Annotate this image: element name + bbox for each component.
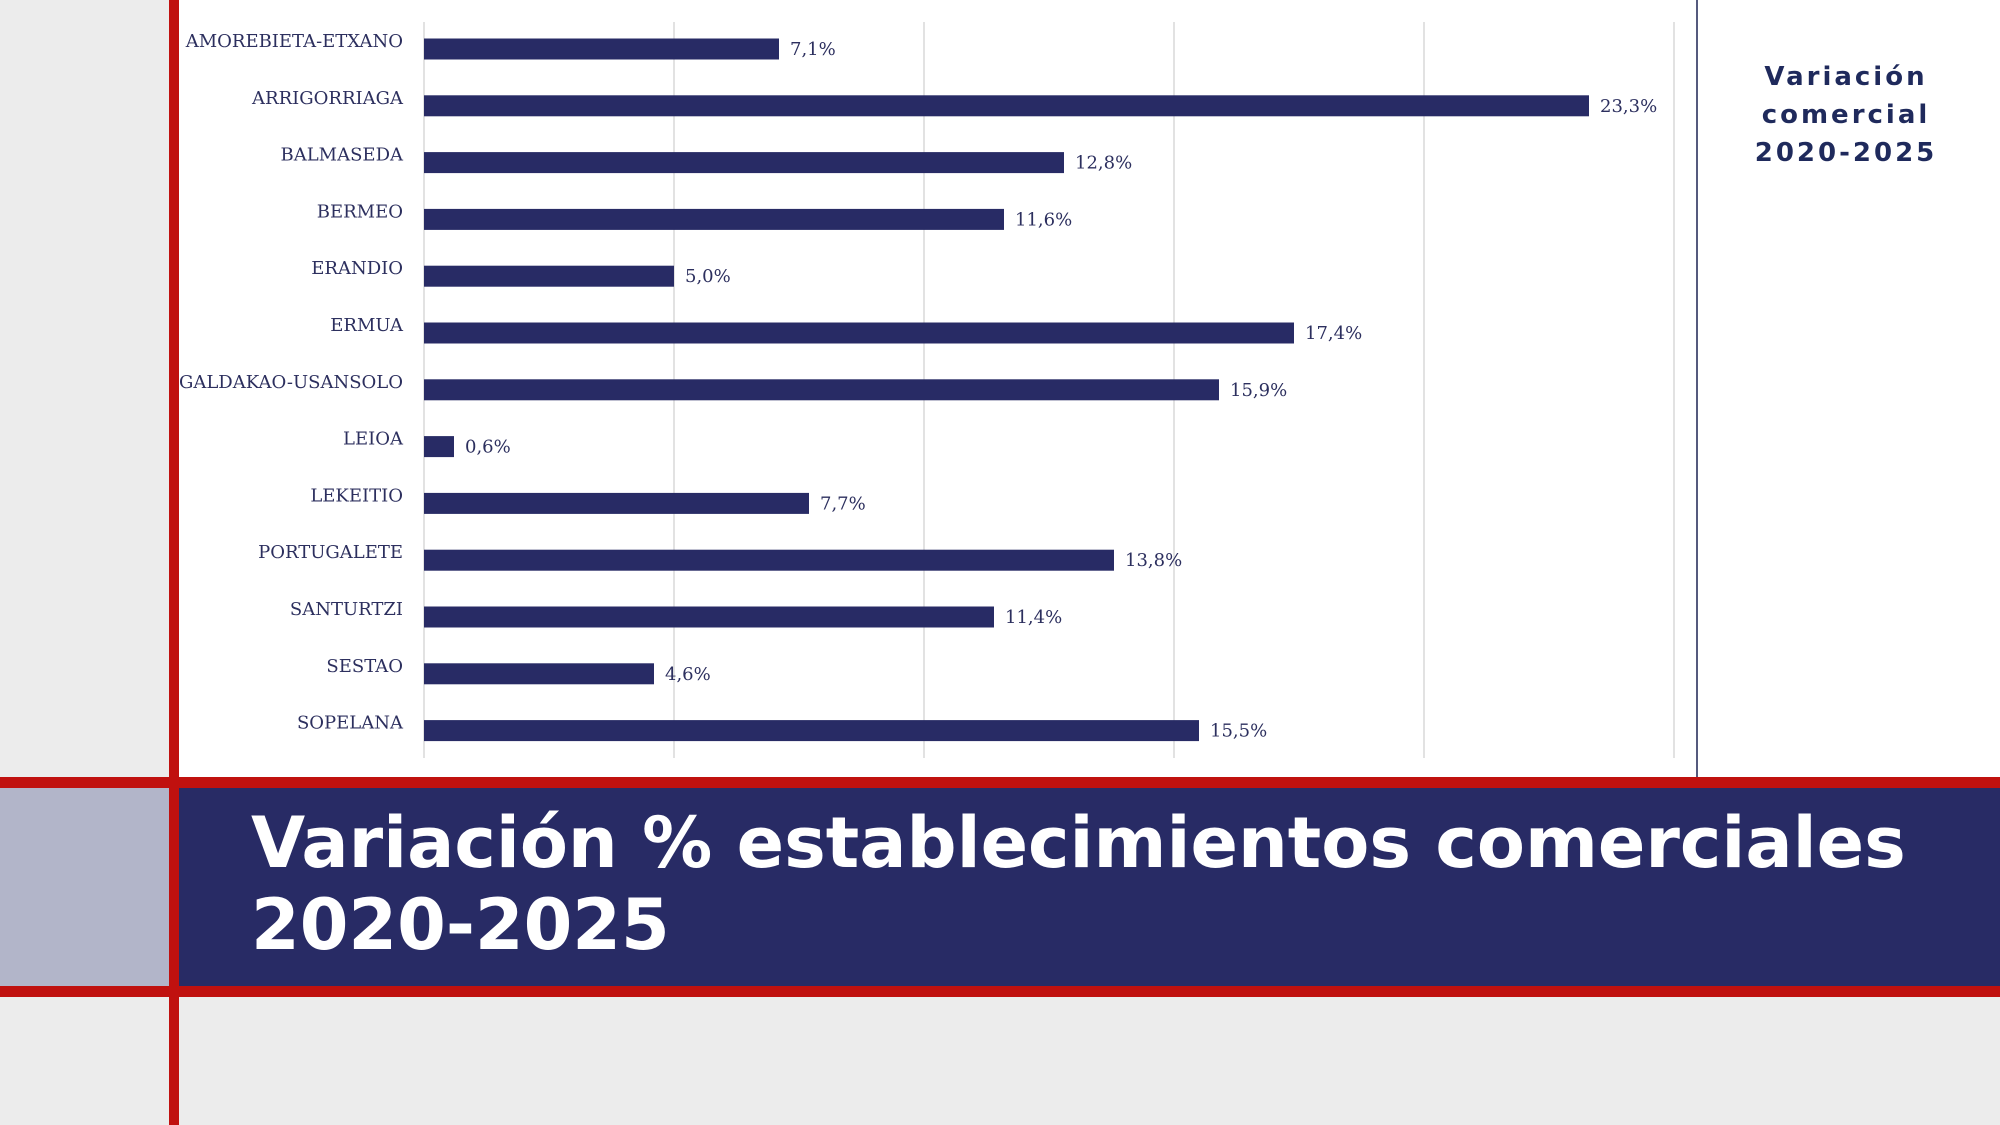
page-title-line1: Variación % establecimientos comerciales	[251, 802, 1906, 884]
bar	[424, 720, 1199, 742]
bar	[424, 152, 1064, 174]
value-label: 15,5%	[1210, 721, 1267, 742]
category-label: PORTUGALETE	[258, 542, 403, 563]
category-label: ERANDIO	[311, 258, 403, 279]
panel-divider	[1696, 0, 1698, 778]
bar	[424, 208, 1004, 230]
category-labels: AMOREBIETA-ETXANO ARRIGORRIAGA BALMASEDA BE…	[179, 31, 404, 734]
bar	[424, 38, 779, 60]
red-rule-top	[0, 777, 2000, 788]
category-label: LEKEITIO	[310, 485, 403, 506]
side-label-line2: comercial	[1761, 100, 1931, 130]
side-label-line1: Variación	[1764, 62, 1928, 92]
side-label: Variación comercial 2020-2025	[1708, 58, 1984, 172]
bar	[424, 606, 994, 628]
bar	[424, 549, 1114, 571]
bar-chart: AMOREBIETA-ETXANO ARRIGORRIAGA BALMASEDA BE…	[179, 22, 1675, 758]
category-label: BERMEO	[317, 201, 403, 222]
value-labels: 7,1% 23,3% 12,8% 11,6% 5,0% 17,4% 15,9% 0,6% 7,7…	[465, 39, 1657, 742]
bar	[424, 379, 1219, 401]
category-label: LEIOA	[343, 429, 404, 450]
value-label: 7,7%	[820, 493, 866, 514]
page-title: Variación % establecimientos comerciales…	[251, 802, 1951, 966]
category-label: SOPELANA	[297, 713, 404, 734]
value-label: 17,4%	[1305, 323, 1362, 344]
bar	[424, 265, 674, 287]
category-label: GALDAKAO-USANSOLO	[179, 372, 403, 393]
category-label: SANTURTZI	[290, 599, 403, 620]
bar	[424, 95, 1589, 117]
value-label: 11,4%	[1005, 607, 1062, 628]
value-label: 11,6%	[1015, 209, 1072, 230]
category-label: AMOREBIETA-ETXANO	[185, 31, 403, 52]
value-label: 7,1%	[790, 39, 836, 60]
bar	[424, 322, 1294, 344]
category-label: BALMASEDA	[280, 145, 404, 166]
bar	[424, 492, 809, 514]
bar	[424, 436, 454, 458]
value-label: 15,9%	[1230, 380, 1287, 401]
title-banner: Variación % establecimientos comerciales…	[179, 788, 2000, 986]
red-vertical-rule	[169, 0, 179, 1125]
value-label: 4,6%	[665, 664, 711, 685]
value-label: 23,3%	[1600, 96, 1657, 117]
value-label: 5,0%	[685, 266, 731, 287]
side-label-line3: 2020-2025	[1754, 138, 1938, 168]
category-label: ERMUA	[330, 315, 404, 336]
banner-side-block	[0, 788, 169, 986]
value-label: 13,8%	[1125, 550, 1182, 571]
bar	[424, 663, 654, 685]
red-rule-bottom	[0, 986, 2000, 997]
category-label: ARRIGORRIAGA	[251, 88, 404, 109]
category-label: SESTAO	[326, 656, 403, 677]
page-title-line2: 2020-2025	[251, 884, 670, 966]
value-label: 12,8%	[1075, 153, 1132, 174]
value-label: 0,6%	[465, 437, 511, 458]
bars	[424, 38, 1589, 742]
